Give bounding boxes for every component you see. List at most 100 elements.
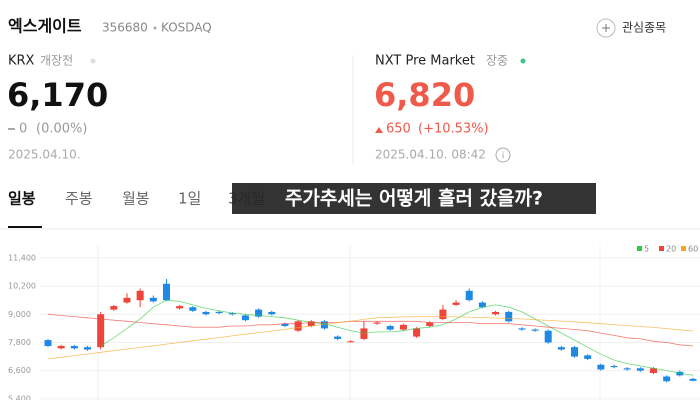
krx-rate: (0.00%) [36,122,87,137]
candle-body [478,302,486,308]
candle-body [650,368,658,373]
candle-body [136,290,144,301]
candle-body [413,328,421,337]
krx-change: 0 [19,122,27,137]
candle-body [492,311,500,315]
candle-body [228,313,236,315]
watch-label[interactable]: 관심종목 [622,21,666,35]
candle-body [241,315,249,321]
y-tick-label: 6,600 [8,366,31,375]
candle-body [373,322,381,324]
krx-label: KRX [8,54,35,69]
stock-code: 356680 [102,21,148,35]
candle-body [281,323,289,327]
up-arrow [375,127,383,133]
krx-status: 개장전 [40,54,73,68]
overlay-text: 주가추세는 어떻게 흘러 갔을까? [285,187,543,210]
candle-body [439,309,447,319]
candle-body [360,328,368,339]
y-tick-label: 5,400 [8,394,31,400]
watch-button[interactable]: 관심종목 [596,18,666,38]
nxt-status: 장중 [486,54,508,68]
candle-body [557,347,565,350]
candle-body [215,311,223,314]
candle-body [97,314,105,348]
tab[interactable]: 월봉 [122,190,150,208]
status-dot [90,58,96,64]
tabs: 일봉주봉월봉1일3개월 [8,190,265,208]
tab[interactable]: 주봉 [65,190,93,208]
krx-date: 2025.04.10. [8,148,81,162]
tab[interactable]: 1일 [178,190,201,208]
candle-body [399,324,407,330]
watch-plus [602,24,610,32]
candle-body [623,368,631,370]
candle-body [123,297,131,303]
legend-swatch [659,246,664,251]
candle-body [149,297,157,302]
candle-body [676,371,684,376]
candle-body [44,340,52,346]
moving-average-line [47,313,694,347]
status-dot [520,58,526,64]
candle-body [571,347,579,357]
candle-body [465,290,473,301]
moving-average-line [47,316,694,360]
legend-swatch [637,246,642,251]
candle-body [386,326,394,330]
candle-body [202,311,210,315]
legend-swatch [681,246,686,251]
info-icon[interactable] [495,147,511,163]
candle-body [544,330,552,343]
legend-label: 20 [666,245,676,254]
nxt-date: 2025.04.10. 08:42 [375,148,486,162]
watch-icon [596,18,616,38]
y-tick-label: 9,000 [8,310,31,319]
candle-body [347,341,355,343]
legend-label: 60 [688,245,698,254]
candle-body [663,376,671,382]
candle-chart: 11,400 10,200 9,000 7,800 6,600 5,400 5 20 60 [8,245,700,403]
candle-body [110,306,118,310]
moving-average-line [100,299,694,376]
candle-body [531,329,539,331]
candle-body [162,283,170,301]
candle-body [689,378,697,381]
candle-body [268,311,276,315]
candle-body [426,322,434,327]
candle-body [610,365,618,368]
candle-body [452,302,460,305]
candle-body [597,364,605,370]
nxt-rate: (+10.53%) [418,122,489,137]
candle-body [189,307,197,311]
y-tick-label: 10,200 [8,282,36,291]
candle-body [57,345,65,349]
candle-body [307,321,315,327]
candle-body [255,309,263,317]
candle-body [334,336,342,339]
candle-body [70,345,78,349]
separator-dot [153,26,157,30]
y-tick-label: 11,400 [8,253,36,262]
krx-price: 6,170 [7,76,108,114]
candle-body [518,328,526,330]
tab[interactable]: 일봉 [8,190,36,208]
y-tick-label: 7,800 [8,338,31,347]
overlay-box [232,183,596,214]
candle-body [505,311,513,322]
market: KOSDAQ [161,21,212,35]
candle-body [636,368,644,371]
stock-name: 엑스게이트 [8,17,82,36]
legend-label: 5 [644,245,649,254]
candle-body [294,321,302,331]
nxt-price: 6,820 [374,76,475,114]
info-glyph: i [502,152,505,162]
nxt-change: 650 [386,122,411,137]
nxt-label: NXT Pre Market [375,54,475,69]
candle-body [584,355,592,359]
candle-body [176,306,184,309]
candle-body [83,347,91,350]
candle-body [320,321,328,329]
